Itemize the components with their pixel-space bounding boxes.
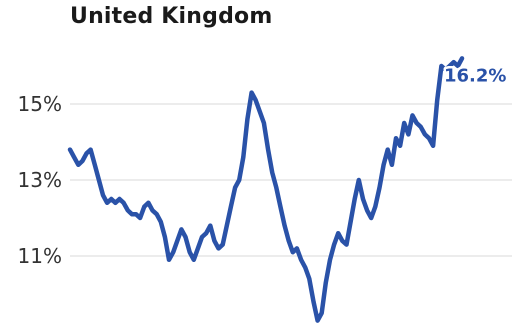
- y-tick-label: 15%: [18, 92, 62, 116]
- y-tick-label: 13%: [18, 168, 62, 192]
- chart-title: United Kingdom: [70, 4, 273, 29]
- y-tick-label: 11%: [18, 244, 62, 268]
- end-value-label: 16.2%: [444, 65, 506, 86]
- series-layer: [67, 56, 465, 323]
- gridlines: [70, 103, 512, 257]
- series-line: [67, 56, 465, 323]
- y-axis-ticks: 15% 13% 11%: [18, 92, 62, 268]
- label-layer: 16.2%16.2%: [442, 63, 509, 89]
- end-value-label-halo: 16.2%: [444, 65, 506, 86]
